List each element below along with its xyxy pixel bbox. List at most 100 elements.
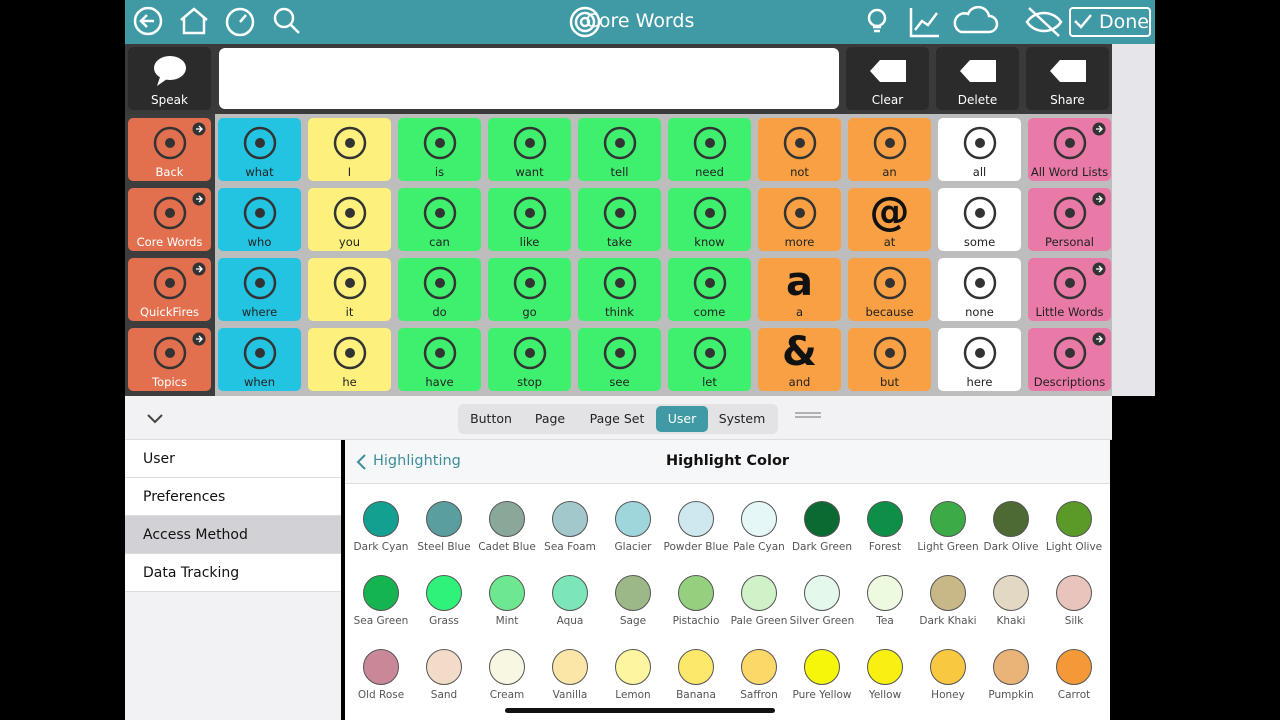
- word-button[interactable]: what: [218, 118, 301, 181]
- color-swatch[interactable]: [552, 649, 588, 685]
- color-swatch[interactable]: [552, 501, 588, 537]
- color-swatch[interactable]: [930, 501, 966, 537]
- color-name: Sage: [619, 615, 647, 627]
- word-button[interactable]: it: [308, 258, 391, 321]
- color-swatch[interactable]: [615, 501, 651, 537]
- color-swatch[interactable]: [552, 575, 588, 611]
- word-button[interactable]: you: [308, 188, 391, 251]
- word-button[interactable]: like: [488, 188, 571, 251]
- color-swatch[interactable]: [867, 501, 903, 537]
- word-button[interactable]: because: [848, 258, 931, 321]
- word-button[interactable]: Descriptions: [1028, 328, 1111, 391]
- word-button[interactable]: @ at: [848, 188, 931, 251]
- editor-tab[interactable]: Button: [470, 411, 512, 426]
- word-button[interactable]: is: [398, 118, 481, 181]
- color-swatch[interactable]: [804, 501, 840, 537]
- word-button[interactable]: can: [398, 188, 481, 251]
- toolbar-button[interactable]: Clear: [846, 47, 929, 110]
- color-swatch[interactable]: [993, 501, 1029, 537]
- editor-tab[interactable]: User: [656, 406, 708, 432]
- word-button[interactable]: go: [488, 258, 571, 321]
- color-swatch[interactable]: [993, 575, 1029, 611]
- color-swatch[interactable]: [804, 649, 840, 685]
- color-swatch[interactable]: [489, 575, 525, 611]
- sidebar-item[interactable]: User: [125, 440, 341, 478]
- collapse-icon[interactable]: [145, 408, 165, 428]
- sidebar-item[interactable]: Access Method: [125, 516, 341, 554]
- color-swatch[interactable]: [741, 649, 777, 685]
- color-swatch[interactable]: [1056, 575, 1092, 611]
- message-field[interactable]: [219, 48, 839, 109]
- word-button[interactable]: Back: [128, 118, 211, 181]
- word-button[interactable]: need: [668, 118, 751, 181]
- color-swatch[interactable]: [741, 501, 777, 537]
- word-button[interactable]: see: [578, 328, 661, 391]
- color-swatch[interactable]: [426, 501, 462, 537]
- word-button[interactable]: know: [668, 188, 751, 251]
- back-chevron[interactable]: [355, 453, 369, 471]
- word-button[interactable]: Personal: [1028, 188, 1111, 251]
- color-swatch[interactable]: [489, 649, 525, 685]
- color-swatch[interactable]: [489, 501, 525, 537]
- word-button[interactable]: not: [758, 118, 841, 181]
- color-swatch[interactable]: [615, 649, 651, 685]
- color-swatch[interactable]: [363, 649, 399, 685]
- done-button[interactable]: Done: [1069, 7, 1151, 37]
- color-swatch[interactable]: [1056, 501, 1092, 537]
- word-button[interactable]: let: [668, 328, 751, 391]
- color-swatch[interactable]: [930, 575, 966, 611]
- word-button[interactable]: here: [938, 328, 1021, 391]
- word-button[interactable]: all: [938, 118, 1021, 181]
- speak-button[interactable]: Speak: [128, 47, 211, 110]
- editor-tab[interactable]: System: [718, 411, 766, 426]
- color-swatch[interactable]: [930, 649, 966, 685]
- color-swatch[interactable]: [363, 575, 399, 611]
- word-button[interactable]: he: [308, 328, 391, 391]
- button-label: all: [972, 165, 987, 179]
- color-swatch[interactable]: [741, 575, 777, 611]
- color-swatch[interactable]: [993, 649, 1029, 685]
- color-swatch[interactable]: [867, 649, 903, 685]
- sidebar-item[interactable]: Data Tracking: [125, 554, 341, 592]
- word-button[interactable]: more: [758, 188, 841, 251]
- word-button[interactable]: QuickFires: [128, 258, 211, 321]
- word-button[interactable]: want: [488, 118, 571, 181]
- word-button[interactable]: Little Words: [1028, 258, 1111, 321]
- word-button[interactable]: & and: [758, 328, 841, 391]
- color-swatch[interactable]: [678, 501, 714, 537]
- word-button[interactable]: have: [398, 328, 481, 391]
- word-button[interactable]: All Word Lists: [1028, 118, 1111, 181]
- sidebar-item[interactable]: Preferences: [125, 478, 341, 516]
- word-button[interactable]: an: [848, 118, 931, 181]
- word-button[interactable]: I: [308, 118, 391, 181]
- word-button[interactable]: none: [938, 258, 1021, 321]
- color-swatch[interactable]: [678, 649, 714, 685]
- word-button[interactable]: take: [578, 188, 661, 251]
- word-button[interactable]: when: [218, 328, 301, 391]
- word-button[interactable]: come: [668, 258, 751, 321]
- word-button[interactable]: think: [578, 258, 661, 321]
- word-button[interactable]: stop: [488, 328, 571, 391]
- color-swatch[interactable]: [867, 575, 903, 611]
- color-swatch[interactable]: [1056, 649, 1092, 685]
- word-button[interactable]: who: [218, 188, 301, 251]
- color-swatch[interactable]: [678, 575, 714, 611]
- toolbar-button[interactable]: Delete: [936, 47, 1019, 110]
- color-swatch[interactable]: [426, 575, 462, 611]
- word-button[interactable]: Topics: [128, 328, 211, 391]
- editor-tab[interactable]: Page Set: [589, 411, 645, 426]
- word-button[interactable]: some: [938, 188, 1021, 251]
- color-swatch[interactable]: [426, 649, 462, 685]
- color-swatch[interactable]: [363, 501, 399, 537]
- word-button[interactable]: tell: [578, 118, 661, 181]
- word-button[interactable]: Core Words: [128, 188, 211, 251]
- word-button[interactable]: where: [218, 258, 301, 321]
- word-button[interactable]: do: [398, 258, 481, 321]
- word-button[interactable]: but: [848, 328, 931, 391]
- toolbar-button[interactable]: Share: [1026, 47, 1109, 110]
- editor-tab[interactable]: Page: [534, 411, 566, 426]
- color-swatch[interactable]: [804, 575, 840, 611]
- back-link[interactable]: Highlighting: [373, 453, 461, 469]
- color-swatch[interactable]: [615, 575, 651, 611]
